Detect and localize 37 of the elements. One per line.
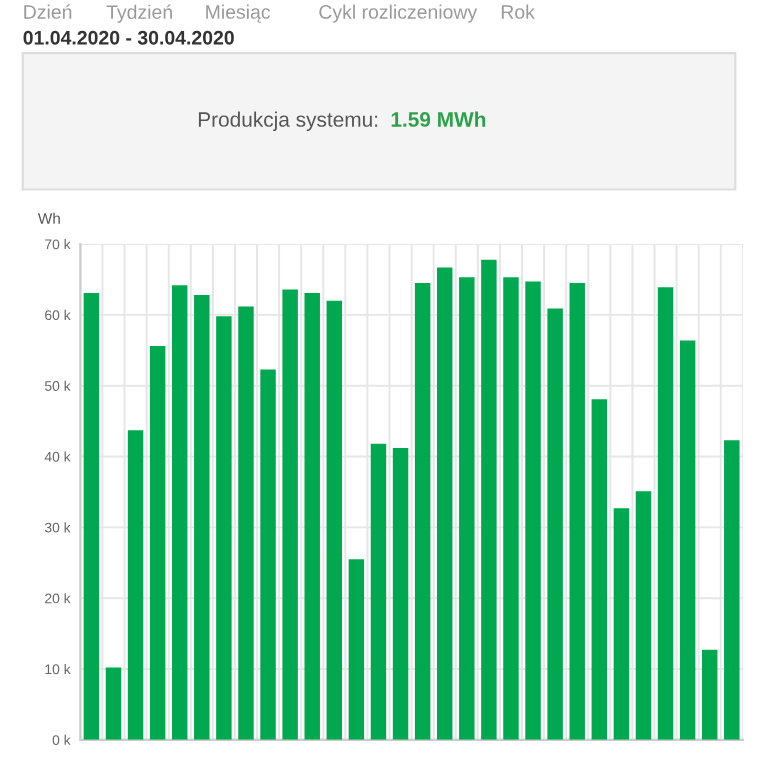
bar <box>569 283 585 740</box>
text: Miesiąc <box>206 4 271 23</box>
bar <box>83 292 100 740</box>
bar <box>613 508 630 740</box>
chart-title: Produkcja systemu: 1.59 MWh <box>198 111 486 131</box>
text: Rok <box>501 4 535 19</box>
bar <box>503 277 519 740</box>
bar <box>459 277 475 740</box>
bar <box>326 300 343 740</box>
bar <box>238 306 254 740</box>
bar <box>679 340 696 740</box>
bar <box>149 346 166 740</box>
bar <box>216 316 232 740</box>
bar <box>414 283 431 740</box>
text: Tydzień <box>106 4 172 23</box>
bar <box>348 559 365 740</box>
bar <box>171 285 188 740</box>
bar <box>194 295 210 740</box>
bar <box>591 399 608 740</box>
bar <box>105 667 122 740</box>
text: Cykl rozliczeniowy <box>319 4 478 23</box>
bar <box>392 448 409 740</box>
bar <box>260 369 276 740</box>
chart-subtitle: 01.04.2020 - 30.04.2020 <box>23 30 234 45</box>
bar <box>635 491 652 740</box>
bar <box>701 649 718 740</box>
bar <box>304 292 320 740</box>
bar <box>282 289 298 740</box>
bar <box>657 287 674 740</box>
bar <box>481 259 497 740</box>
bar <box>724 440 740 740</box>
bar <box>547 308 563 740</box>
text: Dzień <box>24 4 72 19</box>
bar <box>525 281 541 740</box>
bar <box>127 430 144 740</box>
bar <box>370 443 387 740</box>
bar <box>436 267 453 740</box>
